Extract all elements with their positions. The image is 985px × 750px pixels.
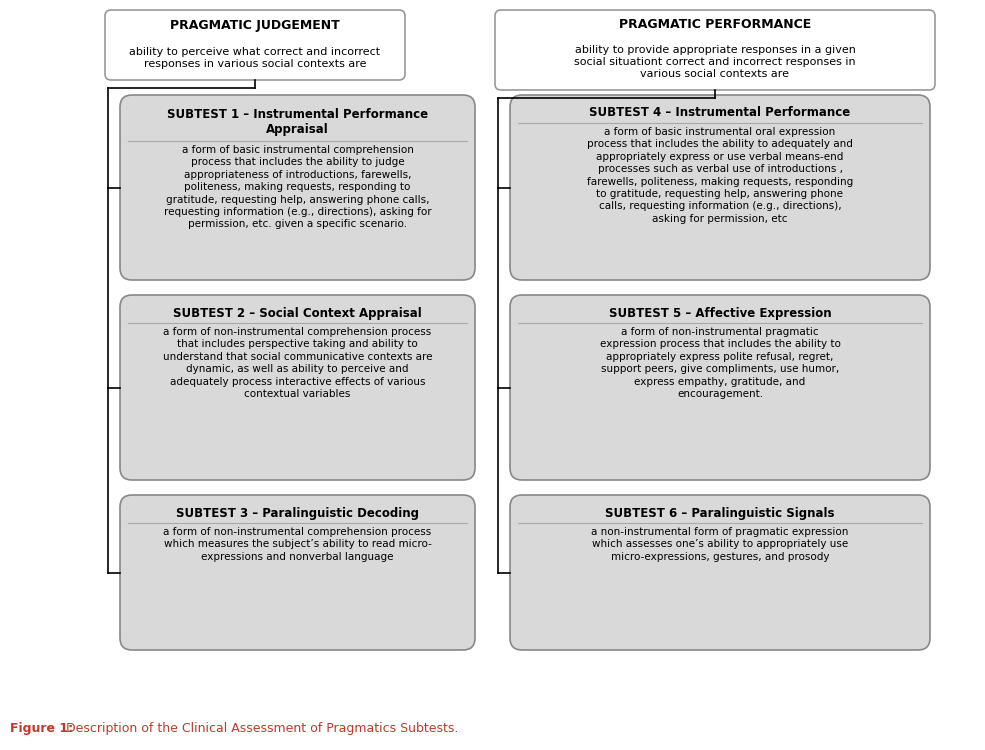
Text: ability to perceive what correct and incorrect
responses in various social conte: ability to perceive what correct and inc… [129, 47, 380, 69]
FancyBboxPatch shape [105, 10, 405, 80]
Text: a form of non-instrumental pragmatic
expression process that includes the abilit: a form of non-instrumental pragmatic exp… [600, 327, 840, 399]
FancyBboxPatch shape [495, 10, 935, 90]
Text: SUBTEST 4 – Instrumental Performance: SUBTEST 4 – Instrumental Performance [589, 106, 851, 119]
Text: PRAGMATIC JUDGEMENT: PRAGMATIC JUDGEMENT [170, 19, 340, 32]
Text: SUBTEST 6 – Paralinguistic Signals: SUBTEST 6 – Paralinguistic Signals [605, 506, 834, 520]
Text: Description of the Clinical Assessment of Pragmatics Subtests.: Description of the Clinical Assessment o… [62, 722, 458, 735]
Text: a form of basic instrumental comprehension
process that includes the ability to : a form of basic instrumental comprehensi… [164, 145, 431, 230]
FancyBboxPatch shape [510, 95, 930, 280]
Text: ability to provide appropriate responses in a given
social situationt correct an: ability to provide appropriate responses… [574, 46, 856, 79]
FancyBboxPatch shape [120, 295, 475, 480]
Text: SUBTEST 1 – Instrumental Performance
Appraisal: SUBTEST 1 – Instrumental Performance App… [166, 107, 428, 136]
Text: SUBTEST 2 – Social Context Appraisal: SUBTEST 2 – Social Context Appraisal [173, 307, 422, 320]
Text: PRAGMATIC PERFORMANCE: PRAGMATIC PERFORMANCE [619, 19, 811, 32]
FancyBboxPatch shape [510, 295, 930, 480]
Text: SUBTEST 5 – Affective Expression: SUBTEST 5 – Affective Expression [609, 307, 831, 320]
FancyBboxPatch shape [120, 495, 475, 650]
Text: a form of non-instrumental comprehension process
which measures the subject’s ab: a form of non-instrumental comprehension… [164, 527, 431, 562]
Text: a non-instrumental form of pragmatic expression
which assesses one’s ability to : a non-instrumental form of pragmatic exp… [591, 527, 849, 562]
Text: SUBTEST 3 – Paralinguistic Decoding: SUBTEST 3 – Paralinguistic Decoding [176, 506, 419, 520]
Text: a form of basic instrumental oral expression
process that includes the ability t: a form of basic instrumental oral expres… [587, 127, 853, 224]
Text: a form of non-instrumental comprehension process
that includes perspective takin: a form of non-instrumental comprehension… [163, 327, 432, 399]
Text: Figure 1:: Figure 1: [10, 722, 73, 735]
FancyBboxPatch shape [510, 495, 930, 650]
FancyBboxPatch shape [120, 95, 475, 280]
